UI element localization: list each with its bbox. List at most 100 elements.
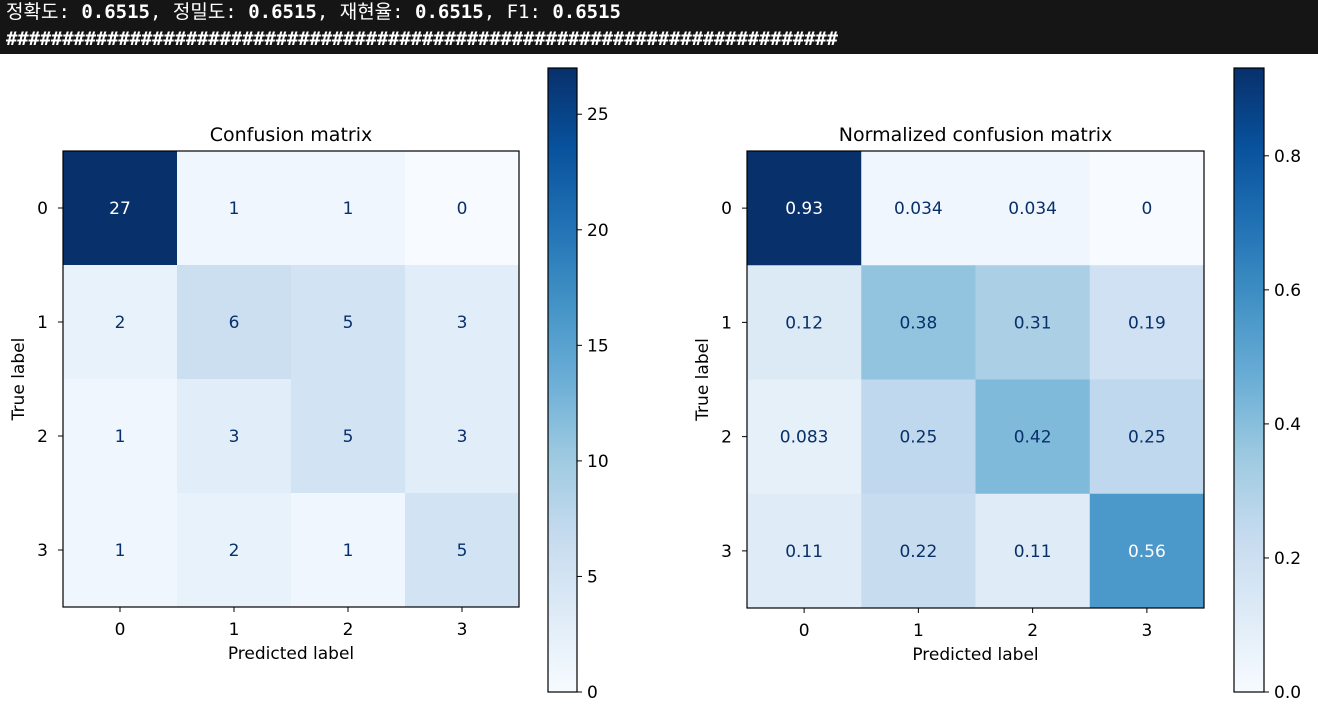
y-tick-label: 0 (37, 199, 48, 219)
plot-frame (746, 150, 1205, 609)
y-axis-label: True label (693, 338, 713, 422)
matrix-cell (177, 151, 292, 266)
colorbar-tick-label: 0.2 (1274, 549, 1301, 569)
cell-value-label: 1 (343, 199, 354, 219)
x-axis-label: Predicted label (912, 645, 1038, 665)
x-tick-label: 0 (115, 620, 126, 640)
matrix-cell (291, 493, 406, 608)
cell-value-label: 1 (229, 199, 240, 219)
y-tick-label: 3 (37, 541, 48, 561)
cell-value-label: 0.19 (1128, 313, 1166, 333)
matrix-cell (63, 265, 178, 380)
cell-value-label: 0.034 (894, 199, 943, 219)
matrix-cell (63, 379, 178, 494)
matrix-cell (861, 265, 976, 380)
cell-value-label: 0 (1141, 199, 1152, 219)
colorbar-tick-label: 25 (587, 105, 609, 125)
cell-value-label: 5 (457, 541, 468, 561)
x-axis-label: Predicted label (228, 644, 354, 664)
y-tick-label: 2 (37, 427, 48, 447)
y-tick-label: 1 (721, 313, 732, 333)
colorbar-tick-label: 15 (587, 336, 609, 356)
x-tick-label: 1 (913, 621, 924, 641)
chart-title: Confusion matrix (210, 124, 372, 146)
y-tick-label: 1 (37, 313, 48, 333)
y-axis-label: True label (9, 338, 29, 422)
cell-value-label: 0.034 (1008, 199, 1057, 219)
cell-value-label: 0.11 (1014, 542, 1052, 562)
f1-label: F1: (506, 1, 553, 23)
matrix-cell (975, 379, 1091, 495)
matrix-cell (747, 151, 862, 266)
x-tick-label: 0 (799, 621, 810, 641)
matrix-cell (1089, 151, 1205, 266)
metric-separator: , (483, 1, 507, 23)
matrix-cell (405, 265, 520, 380)
accuracy-label: 정확도: (6, 1, 82, 23)
metric-separator: , (149, 1, 173, 23)
colorbar-tick-label: 0.6 (1274, 281, 1301, 301)
matrix-cell (975, 265, 1091, 380)
colorbar-tick-label: 10 (587, 452, 609, 472)
matrix-cell (63, 493, 178, 608)
matrix-cell (63, 151, 178, 266)
colorbar-tick-label: 5 (587, 567, 598, 587)
console-output: 정확도: 0.6515, 정밀도: 0.6515, 재현율: 0.6515, F… (0, 0, 1318, 54)
cell-value-label: 0.12 (785, 313, 823, 333)
cell-value-label: 0.31 (1014, 313, 1052, 333)
matrix-cell (291, 151, 406, 266)
matrix-cell (975, 151, 1091, 266)
cell-value-label: 0.93 (785, 199, 823, 219)
recall-label: 재현율: (339, 1, 416, 23)
recall-value: 0.6515 (415, 1, 484, 23)
x-tick-label: 2 (343, 620, 354, 640)
cell-value-label: 0.083 (780, 428, 829, 448)
matrix-cell (1089, 265, 1205, 380)
cell-value-label: 0.25 (899, 428, 937, 448)
matrix-cell (1089, 493, 1205, 609)
cell-value-label: 5 (343, 427, 354, 447)
x-tick-label: 3 (1141, 621, 1152, 641)
colorbar-tick-label: 0.8 (1274, 147, 1301, 167)
matrix-cell (861, 379, 976, 495)
colorbar (547, 67, 578, 693)
f1-value: 0.6515 (552, 1, 621, 23)
matrix-cell (405, 493, 520, 608)
y-tick-label: 0 (721, 199, 732, 219)
colorbar-tick-label: 0.0 (1274, 683, 1301, 703)
cell-value-label: 0.11 (785, 542, 823, 562)
colorbar-tick-label: 20 (587, 221, 609, 241)
colorbar (1233, 67, 1265, 693)
matrix-cell (1089, 379, 1205, 495)
cell-value-label: 5 (343, 313, 354, 333)
cell-value-label: 6 (229, 313, 240, 333)
y-tick-label: 2 (721, 428, 732, 448)
cell-value-label: 3 (457, 427, 468, 447)
cell-value-label: 2 (115, 313, 126, 333)
matrix-cell (177, 493, 292, 608)
matrix-cell (177, 265, 292, 380)
matrix-cell (747, 265, 862, 380)
matrix-cell (747, 379, 862, 495)
matrix-cell (177, 379, 292, 494)
cell-value-label: 1 (115, 427, 126, 447)
matrix-cell (405, 379, 520, 494)
cell-value-label: 0.56 (1128, 542, 1166, 562)
cell-value-label: 0.25 (1128, 428, 1166, 448)
cell-value-label: 3 (457, 313, 468, 333)
plot-frame (62, 150, 520, 608)
y-tick-label: 3 (721, 542, 732, 562)
metrics-line: 정확도: 0.6515, 정밀도: 0.6515, 재현율: 0.6515, F… (6, 1, 621, 23)
precision-label: 정밀도: (172, 1, 249, 23)
cell-value-label: 2 (229, 541, 240, 561)
colorbar-tick-label: 0.4 (1274, 415, 1301, 435)
matrix-cell (861, 493, 976, 609)
colorbar-tick-label: 0 (587, 683, 598, 703)
matrix-cell (405, 151, 520, 266)
cell-value-label: 1 (115, 541, 126, 561)
precision-value: 0.6515 (248, 1, 317, 23)
cell-value-label: 1 (343, 541, 354, 561)
